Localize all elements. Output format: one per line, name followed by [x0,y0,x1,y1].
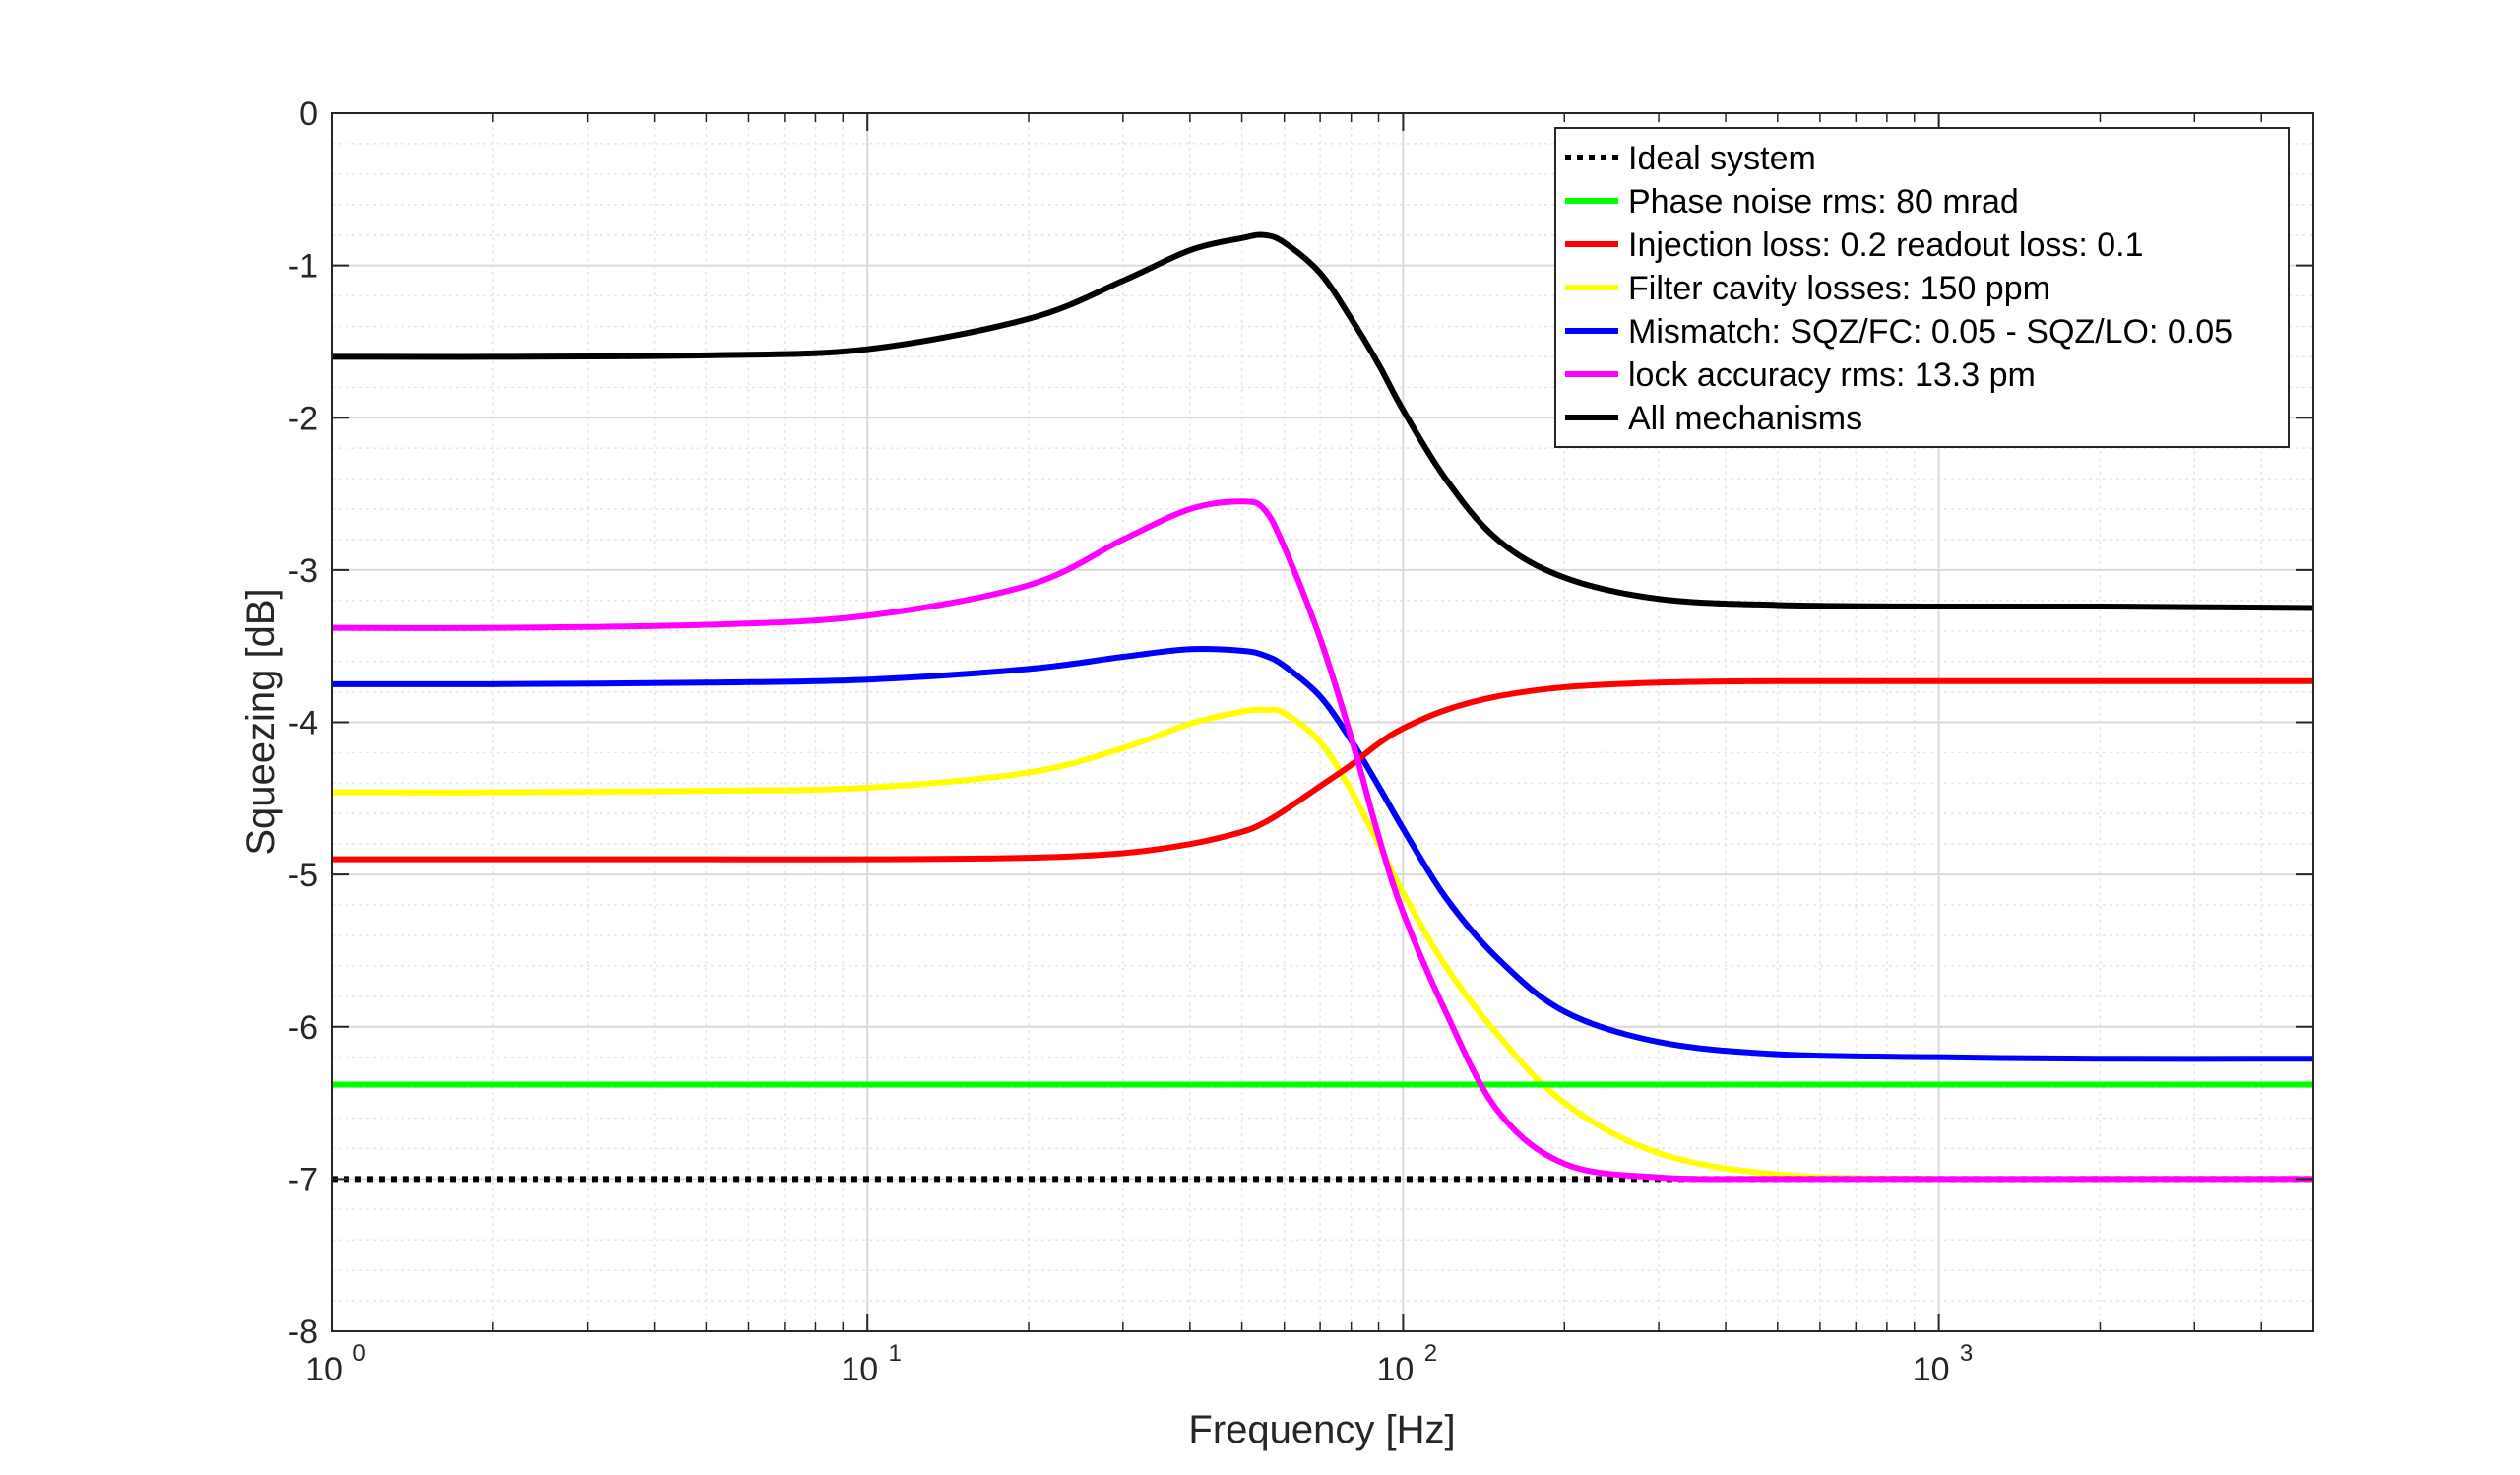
legend-box [1554,127,2290,448]
y-tick-label: -4 [288,705,318,742]
y-tick-label: -1 [288,248,318,286]
legend-label: Mismatch: SQZ/FC: 0.05 - SQZ/LO: 0.05 [1628,313,2233,351]
legend-label: Filter cavity losses: 150 ppm [1628,270,2050,307]
x-tick-exponent: 0 [352,1340,365,1367]
legend-label: All mechanisms [1628,400,1862,437]
y-tick-label: -6 [288,1009,318,1047]
y-tick-label: -2 [288,400,318,437]
x-axis-label: Frequency [Hz] [1188,1408,1455,1451]
legend-label: lock accuracy rms: 13.3 pm [1628,356,2036,394]
axes [331,112,2314,1332]
x-tick-label: 10 [841,1351,878,1388]
y-tick-label: -8 [288,1314,318,1351]
y-tick-label: -5 [288,857,318,894]
y-tick-label: -3 [288,552,318,590]
y-axis-label: Squeezing [dB] [239,588,283,855]
series-line-2 [331,677,2313,863]
y-tick-label: 0 [299,96,318,133]
series-line-4 [331,645,2314,1062]
series-line-5 [331,498,2313,1183]
series-line-3 [331,706,2313,1183]
legend-label: Ideal system [1628,140,1816,177]
x-tick-label: 10 [1913,1351,1950,1388]
legend-label: Injection loss: 0.2 readout loss: 0.1 [1628,226,2144,264]
x-tick-label: 10 [305,1351,343,1388]
x-tick-exponent: 2 [1424,1340,1437,1367]
series-line-6 [331,231,2314,611]
x-tick-exponent: 3 [1960,1340,1973,1367]
legend-label: Phase noise rms: 80 mrad [1628,183,2019,221]
x-tick-label: 10 [1376,1351,1414,1388]
tick-labels: 0-1-2-3-4-5-6-7-810 0 10 1 10 2 10 3 [288,96,1974,1388]
y-tick-label: -7 [288,1161,318,1198]
legend: Ideal system Phase noise rms: 80 mrad Inje… [1554,127,2290,448]
x-tick-exponent: 1 [889,1340,902,1367]
series-layer [331,231,2314,1183]
